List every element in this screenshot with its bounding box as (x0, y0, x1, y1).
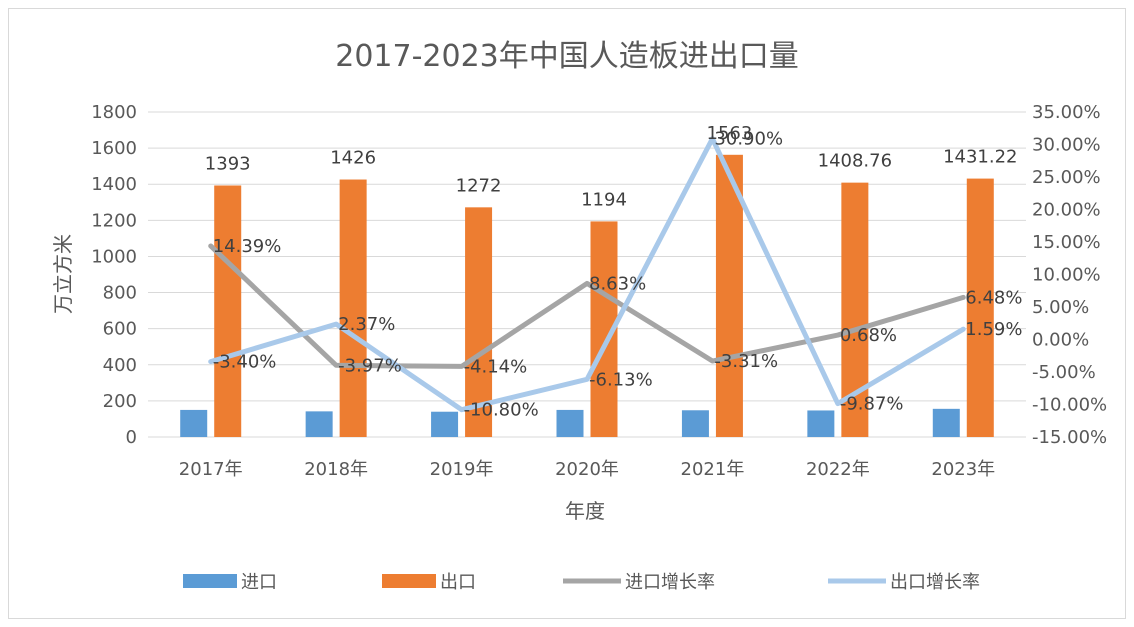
bar-import (556, 409, 584, 437)
bar-import (431, 411, 459, 437)
line-data-label: -6.13% (589, 369, 653, 390)
bar-data-label: 1194 (581, 189, 627, 210)
y2-tick-label: 0.00% (1032, 330, 1089, 351)
y-tick-label: 200 (103, 391, 137, 412)
bar-import (932, 408, 960, 437)
line-data-label: -10.80% (464, 400, 539, 421)
legend-swatch (183, 574, 237, 588)
y-tick-label: 600 (103, 319, 137, 340)
line-data-label: 2.37% (338, 314, 395, 335)
chart-title: 2017-2023年中国人造板进出口量 (335, 39, 799, 74)
y2-tick-label: 30.00% (1032, 135, 1101, 156)
line-data-label: -9.87% (840, 394, 904, 415)
y-tick-label: 1000 (91, 246, 137, 267)
right-axis-ticks: -15.00% -10.00% -5.00% 0.00% 5.00% 10.00% 15.0… (1032, 102, 1107, 448)
y-axis-title: 万立方米 (51, 234, 75, 314)
bar-data-label: 1426 (330, 148, 376, 169)
x-tick-label: 2020年 (555, 459, 619, 480)
bar-data-label: 1563 (707, 123, 753, 144)
x-axis-ticks: 2017年 2018年 2019年 2020年 2021年 2022年 2023年 (179, 459, 995, 480)
line-data-label: 8.63% (589, 273, 646, 294)
bar-export (214, 185, 242, 437)
bar-export (339, 179, 367, 437)
x-axis-title: 年度 (565, 499, 605, 523)
y-tick-label: 1600 (91, 138, 137, 159)
bar-import (681, 410, 709, 437)
line-data-label: 6.48% (965, 287, 1022, 308)
line-import-growth (208, 243, 966, 369)
line-data-label: 30.90% (714, 129, 783, 150)
y2-tick-label: -5.00% (1032, 362, 1096, 383)
x-tick-label: 2018年 (304, 459, 368, 480)
y2-tick-label: 35.00% (1032, 102, 1101, 123)
legend-label: 进口 (241, 572, 277, 593)
legend-label: 出口增长率 (890, 572, 980, 593)
bar-export (465, 207, 493, 437)
line-data-label: 14.39% (213, 236, 282, 257)
chart-frame (8, 8, 1126, 619)
data-labels: 1393 1426 1272 1194 1563 1408.76 1431.22 14.39%… (205, 123, 1023, 421)
legend: 进口 出口 进口增长率 出口增长率 (183, 572, 980, 593)
y2-tick-label: 20.00% (1032, 200, 1101, 221)
x-tick-label: 2021年 (681, 459, 745, 480)
y2-tick-label: 10.00% (1032, 265, 1101, 286)
x-tick-label: 2023年 (931, 459, 995, 480)
y2-tick-label: -10.00% (1032, 395, 1107, 416)
x-tick-label: 2017年 (179, 459, 243, 480)
legend-label: 出口 (440, 572, 476, 593)
bar-export (715, 154, 743, 437)
line-data-label: 1.59% (965, 319, 1022, 340)
x-tick-label: 2019年 (430, 459, 494, 480)
y-tick-label: 1200 (91, 210, 137, 231)
legend-label: 进口增长率 (625, 572, 715, 593)
legend-swatch (382, 574, 436, 588)
y-tick-label: 0 (126, 427, 137, 448)
line-data-label: -4.14% (464, 356, 528, 377)
line-data-label: -3.97% (338, 355, 402, 376)
y-tick-label: 1800 (91, 102, 137, 123)
y2-tick-label: -15.00% (1032, 427, 1107, 448)
bar-data-label: 1431.22 (943, 147, 1017, 168)
y-tick-label: 1400 (91, 174, 137, 195)
line-data-label: -3.31% (714, 351, 778, 372)
bar-import (305, 411, 333, 437)
y-tick-label: 800 (103, 283, 137, 304)
y2-tick-label: 15.00% (1032, 232, 1101, 253)
bar-import (180, 409, 208, 437)
y2-tick-label: 25.00% (1032, 167, 1101, 188)
lines (208, 136, 966, 413)
line-export-growth (208, 136, 966, 413)
line-data-label: -3.40% (213, 352, 277, 373)
bar-export (966, 178, 994, 438)
bar-data-label: 1272 (456, 175, 502, 196)
gridlines (148, 111, 1026, 438)
bar-data-label: 1408.76 (818, 151, 892, 172)
line-data-label: 0.68% (840, 325, 897, 346)
y2-tick-label: 5.00% (1032, 297, 1089, 318)
bar-import (807, 410, 835, 437)
bar-data-label: 1393 (205, 153, 251, 174)
x-tick-label: 2022年 (806, 459, 870, 480)
left-axis-ticks: 0 200 400 600 800 1000 1200 1400 1600 1800 (91, 102, 137, 448)
y-tick-label: 400 (103, 355, 137, 376)
